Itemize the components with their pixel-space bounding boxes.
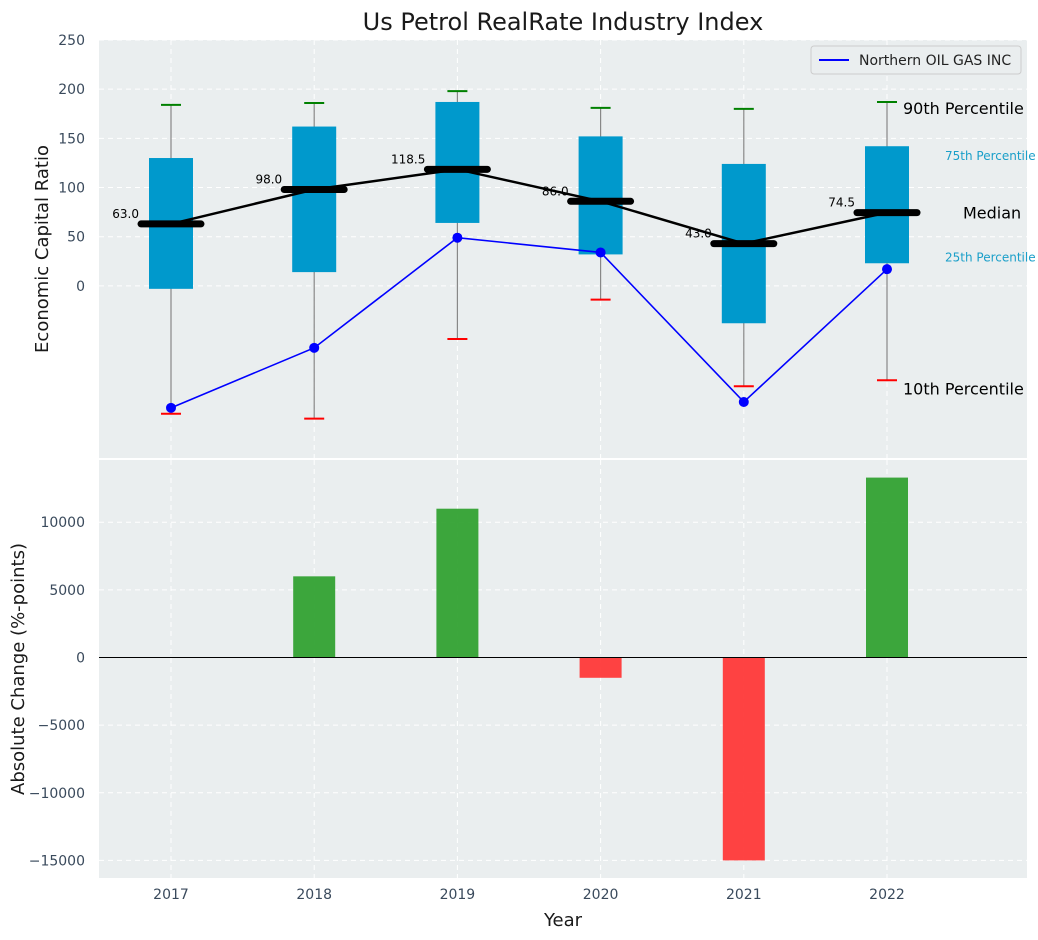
x-tick-label-2017: 2017 — [153, 887, 189, 903]
company-series — [166, 232, 892, 413]
top-panel: 0 50 100 150 200 250 63.0 98.0 118.5 86.0 43.0 74.… — [32, 33, 1036, 458]
change-bar-2019 — [436, 508, 479, 658]
bottom-y-tick-label: 0 — [76, 651, 85, 667]
x-tick-labels: 2017 2018 2019 2020 2021 2022 — [153, 887, 905, 903]
legend-label: Northern OIL GAS INC — [859, 53, 1011, 69]
median-line — [137, 165, 921, 248]
x-tick-label-2022: 2022 — [869, 887, 905, 903]
box-2019 — [435, 101, 480, 223]
top-y-tick-label: 50 — [67, 230, 85, 246]
top-y-tick-label: 200 — [58, 82, 85, 98]
median-label-2018: 98.0 — [255, 172, 282, 186]
median-label-2021: 43.0 — [685, 227, 712, 241]
percentile-caps — [161, 90, 897, 420]
p25-annotation: 25th Percentile — [945, 250, 1036, 264]
p90-annotation: 90th Percentile — [903, 99, 1024, 118]
box-2018 — [292, 126, 337, 273]
top-y-tick-label: 100 — [58, 181, 85, 197]
company-point-2017 — [166, 402, 176, 413]
bottom-y-tick-label: −15000 — [29, 853, 85, 869]
x-tick-label-2019: 2019 — [440, 887, 476, 903]
top-y-tick-label: 250 — [58, 33, 85, 49]
legend-box — [810, 45, 1022, 75]
median-label-2020: 86.0 — [542, 184, 569, 198]
bottom-y-tick-label: −5000 — [38, 718, 85, 734]
x-axis-title: Year — [543, 910, 583, 931]
top-y-tick-labels: 0 50 100 150 200 250 — [58, 33, 85, 295]
median-value-labels: 63.0 98.0 118.5 86.0 43.0 74.5 — [112, 152, 855, 240]
median-label-2017: 63.0 — [112, 207, 139, 221]
bottom-y-tick-label: 5000 — [49, 583, 85, 599]
box-2022 — [865, 146, 909, 264]
top-y-axis-title: Economic Capital Ratio — [32, 145, 53, 353]
percentile-annotations: 90th Percentile 75th Percentile Median 2… — [903, 99, 1036, 398]
change-bar-2021 — [722, 657, 765, 861]
x-tick-label-2018: 2018 — [296, 887, 332, 903]
company-point-2020 — [595, 247, 606, 258]
top-y-tick-label: 150 — [58, 131, 85, 147]
x-tick-label-2021: 2021 — [726, 887, 762, 903]
median-label-2022: 74.5 — [828, 196, 855, 210]
change-bar-2020 — [579, 657, 622, 678]
median-label-2019: 118.5 — [391, 152, 425, 166]
top-y-tick-label: 0 — [76, 279, 85, 295]
median-annotation: Median — [963, 204, 1021, 223]
box-2020 — [578, 136, 623, 255]
bottom-y-axis-title: Absolute Change (%-points) — [8, 543, 29, 795]
median-trend-line — [170, 168, 888, 245]
p10-annotation: 10th Percentile — [903, 379, 1024, 398]
bottom-y-tick-label: −10000 — [29, 786, 85, 802]
x-tick-label-2020: 2020 — [583, 887, 619, 903]
bottom-y-tick-labels: 10000 5000 0 −5000 −10000 −15000 — [29, 515, 85, 869]
change-bar-2018 — [293, 576, 336, 658]
change-bar-2022 — [866, 477, 908, 658]
legend: Northern OIL GAS INC — [810, 45, 1022, 75]
change-bars — [293, 477, 908, 861]
p75-annotation: 75th Percentile — [945, 149, 1036, 163]
bottom-y-tick-label: 10000 — [40, 515, 85, 531]
chart-title: Us Petrol RealRate Industry Index — [363, 8, 764, 36]
company-point-2022 — [882, 264, 892, 275]
company-line — [170, 236, 888, 409]
company-point-2018 — [309, 342, 320, 353]
company-point-2021 — [738, 396, 749, 407]
bottom-panel: 10000 5000 0 −5000 −10000 −15000 2017 2018 2019… — [8, 460, 1027, 931]
company-point-2019 — [452, 232, 463, 243]
